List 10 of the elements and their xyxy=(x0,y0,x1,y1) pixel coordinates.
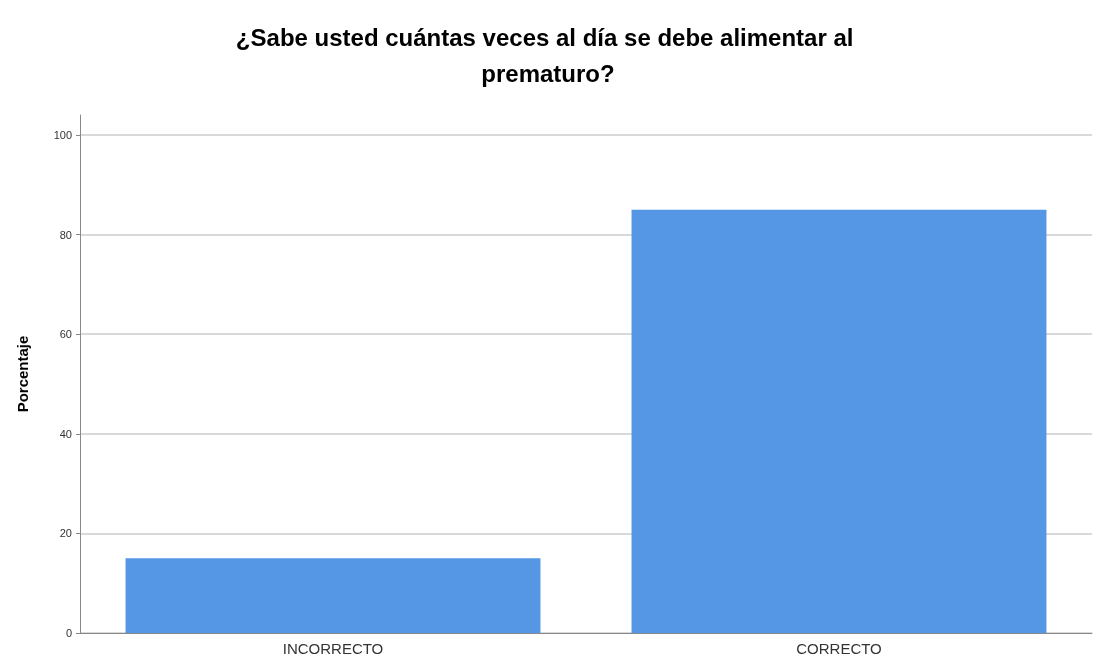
y-axis-title: Porcentaje xyxy=(14,335,31,413)
y-tick-label: 0 xyxy=(65,627,72,639)
y-tick-label: 40 xyxy=(59,427,72,440)
x-tick-label: INCORRECTO xyxy=(282,640,384,657)
y-tick-label: 100 xyxy=(53,128,72,141)
y-tick-label: 80 xyxy=(59,228,72,241)
y-tick-label: 20 xyxy=(59,527,72,540)
chart-title: ¿Sabe usted cuántas veces al día se debe alimentar al prematuro? xyxy=(235,23,861,87)
x-tick-label: CORRECTO xyxy=(796,640,882,657)
y-tick-label: 60 xyxy=(59,328,72,341)
